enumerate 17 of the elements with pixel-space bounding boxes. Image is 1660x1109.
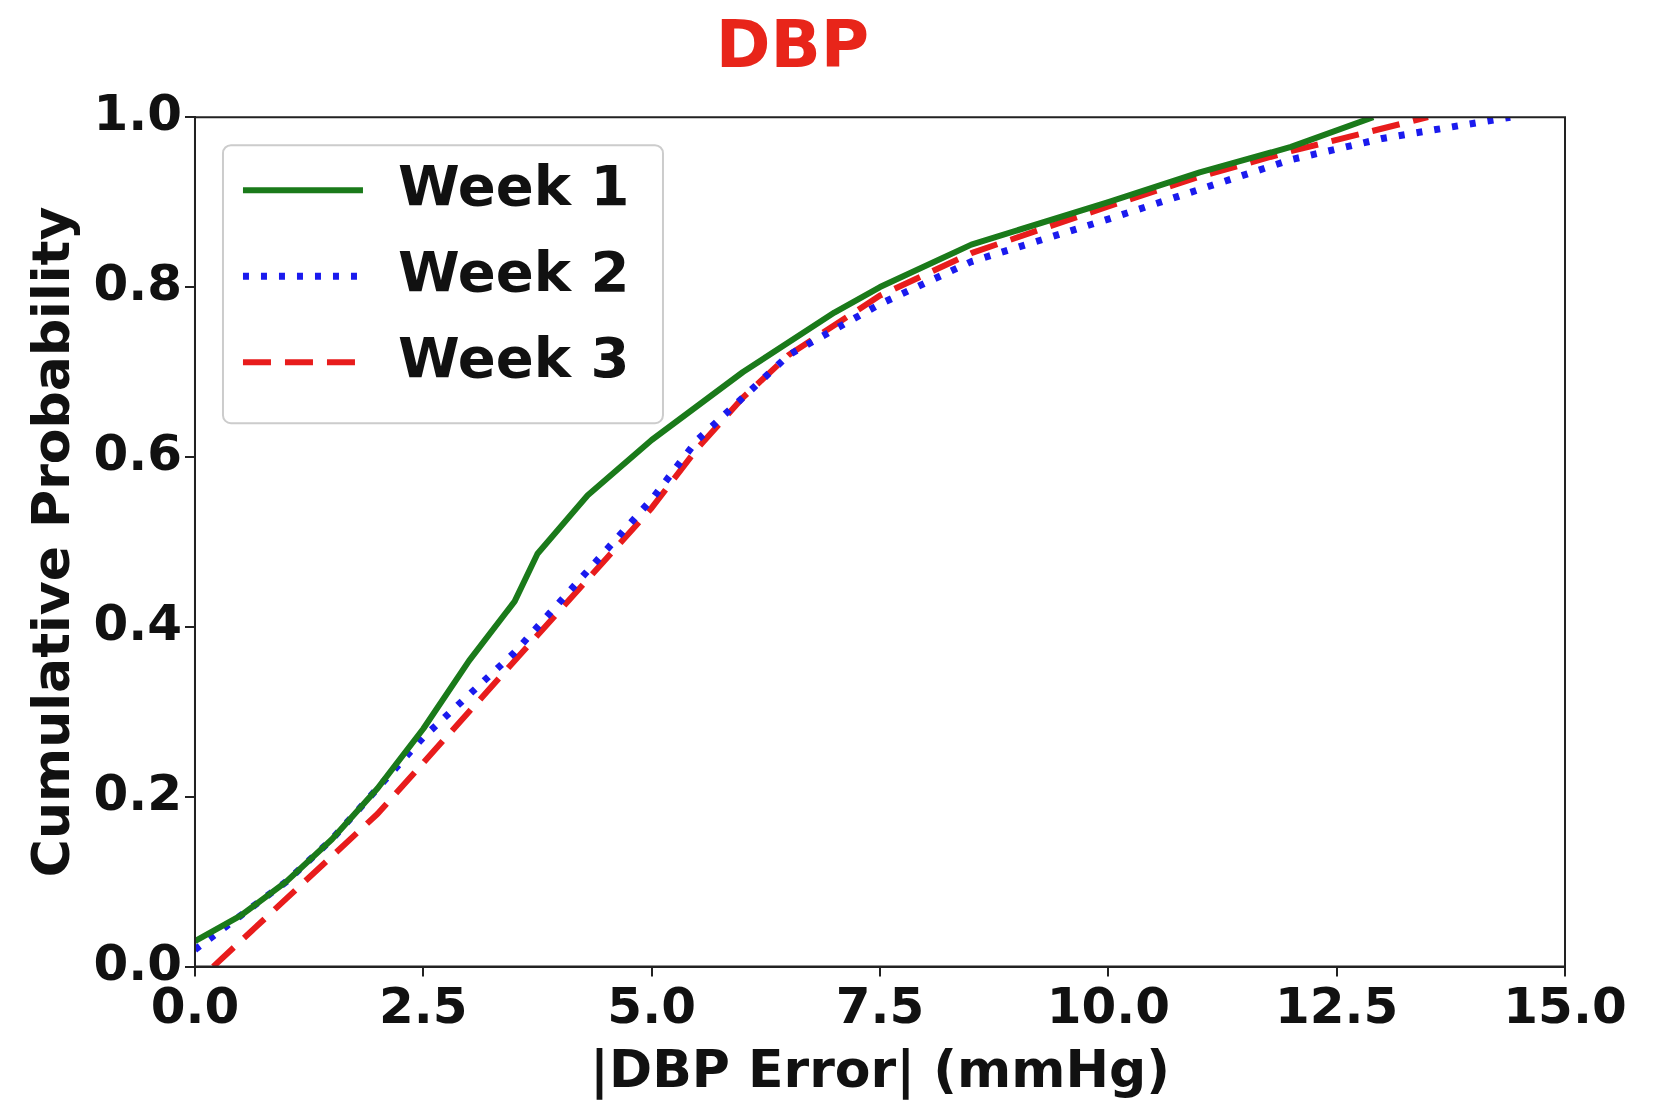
legend-label: Week 1 <box>397 152 630 218</box>
x-tick-label: 12.5 <box>1274 976 1399 1035</box>
x-axis-title: |DBP Error| (mmHg) <box>590 1039 1170 1101</box>
y-tick-label: 0.6 <box>93 423 182 482</box>
legend-label: Week 2 <box>397 238 630 304</box>
x-tick-label: 15.0 <box>1503 976 1627 1035</box>
y-tick-label: 0.2 <box>93 763 182 822</box>
y-tick-label: 0.8 <box>93 254 182 313</box>
chart-title: DBP <box>715 5 870 83</box>
y-tick-label: 1.0 <box>93 84 182 143</box>
x-tick-label: 7.5 <box>835 976 925 1035</box>
x-tick-label: 10.0 <box>1046 976 1171 1035</box>
y-tick-label: 0.4 <box>93 593 182 652</box>
x-tick-label: 5.0 <box>607 976 696 1035</box>
legend-label: Week 3 <box>397 324 630 390</box>
y-axis-title: Cumulative Probability <box>20 206 81 878</box>
x-tick-label: 2.5 <box>379 976 468 1035</box>
